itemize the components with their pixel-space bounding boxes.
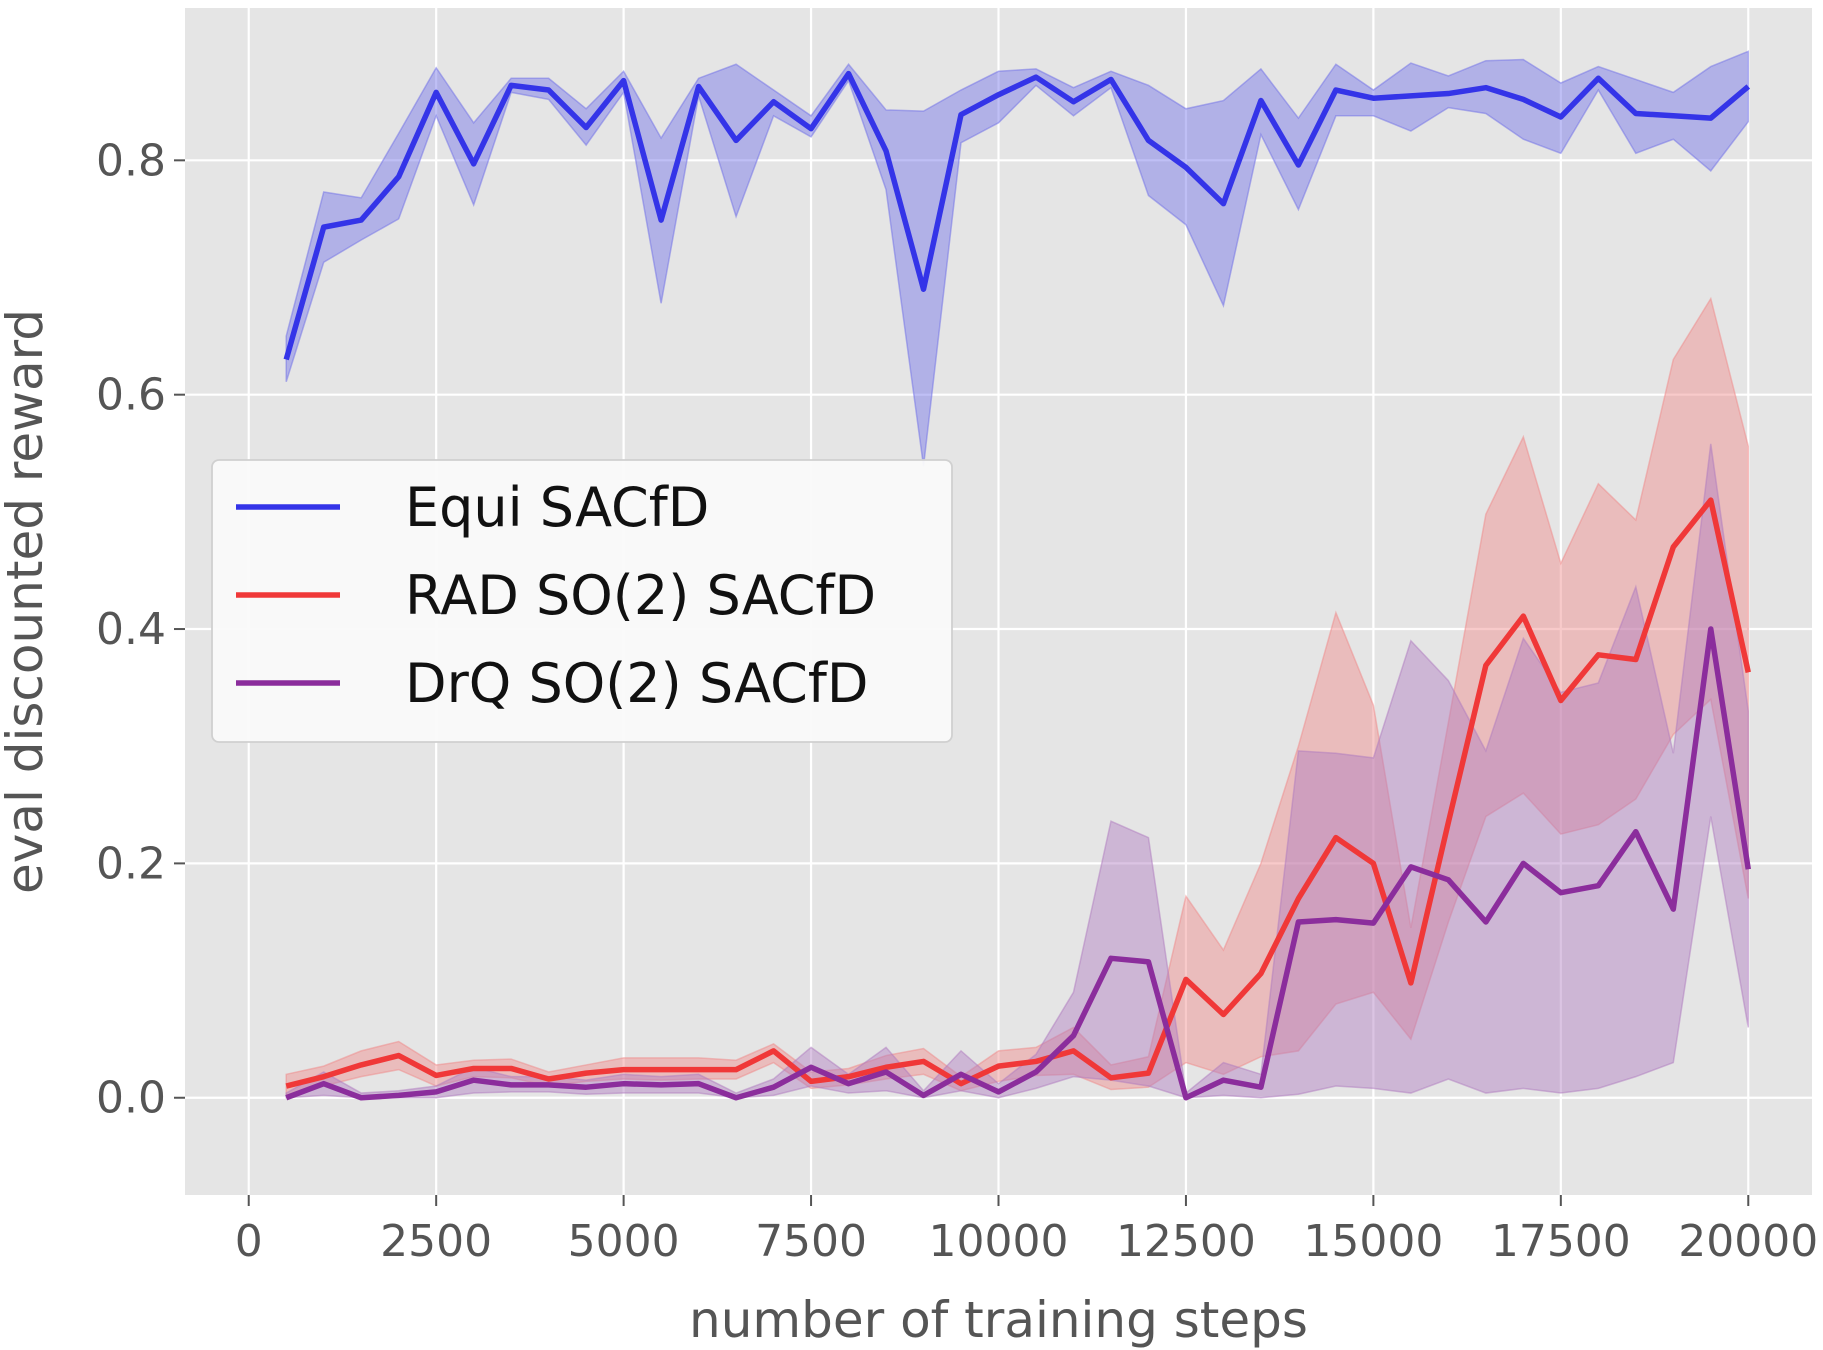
y-tick-label-4: 0.8 (96, 135, 166, 186)
x-axis-ticks: 0 2500 5000 7500 10000 12500 15000 17500 20000 (235, 1195, 1818, 1267)
y-axis-label: eval discounted reward (0, 309, 54, 894)
y-axis-ticks: 0.0 0.2 0.4 0.6 0.8 (96, 135, 185, 1124)
points-series-1 (286, 500, 1749, 1087)
x-tick-label-7: 17500 (1491, 1216, 1631, 1267)
x-tick-label-0: 0 (235, 1216, 263, 1267)
x-tick-label-5: 12500 (1116, 1216, 1256, 1267)
x-tick-label-2: 5000 (568, 1216, 680, 1267)
line-series-1 (285, 497, 1751, 1089)
x-tick-label-3: 7500 (755, 1216, 867, 1267)
x-tick-label-6: 15000 (1303, 1216, 1443, 1267)
legend-label-2: DrQ SO(2) SACfD (405, 652, 868, 715)
legend-label-0: Equi SACfD (405, 476, 709, 539)
legend-item-1: RAD SO(2) SACfD (236, 564, 876, 627)
series-lines (283, 70, 1751, 1101)
line-series-2 (285, 626, 1751, 1101)
y-tick-label-3: 0.6 (96, 370, 166, 421)
x-tick-label-1: 2500 (380, 1216, 492, 1267)
points-series-2 (286, 628, 1749, 1098)
x-tick-label-4: 10000 (929, 1216, 1069, 1267)
legend: Equi SACfD RAD SO(2) SACfD DrQ SO(2) SACfD (211, 459, 953, 743)
y-tick-label-0: 0.0 (96, 1073, 166, 1124)
x-axis-label: number of training steps (689, 1291, 1308, 1349)
band-series-0 (285, 50, 1750, 467)
legend-frame (211, 459, 953, 743)
legend-label-1: RAD SO(2) SACfD (405, 564, 876, 627)
y-tick-label-1: 0.2 (96, 838, 166, 889)
x-tick-label-8: 20000 (1678, 1216, 1818, 1267)
legend-item-2: DrQ SO(2) SACfD (236, 652, 868, 715)
y-tick-label-2: 0.4 (96, 604, 166, 655)
legend-item-0: Equi SACfD (236, 476, 709, 539)
line-series-0 (283, 70, 1751, 361)
points-series-0 (286, 73, 1749, 360)
